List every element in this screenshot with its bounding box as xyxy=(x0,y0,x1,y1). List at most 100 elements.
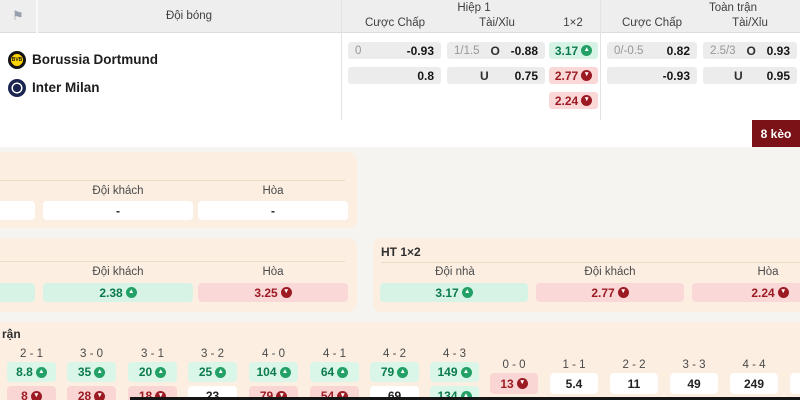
score-odds-cell[interactable]: 104 ▲ xyxy=(249,362,298,382)
up-arrow-icon: ▲ xyxy=(35,366,47,378)
odds-value: 249 xyxy=(743,376,765,391)
up-arrow-icon: ▲ xyxy=(94,366,106,378)
score-header: 0 - 0 xyxy=(502,359,526,371)
score-odds-cell[interactable]: 79 ▼ xyxy=(249,386,298,400)
h1-under-cell[interactable]: U 0.75 xyxy=(447,67,545,84)
score-odds-cell[interactable]: 25 ▲ xyxy=(188,362,237,382)
odds-value: 69 xyxy=(387,389,402,400)
away-header: Đội khách xyxy=(584,266,636,278)
odds-value: 5.4 xyxy=(565,376,583,391)
score-odds-cell[interactable]: 8 ▼ xyxy=(7,386,56,400)
score-odds-cell[interactable]: 13 ▼ xyxy=(490,373,538,394)
odds-value: 0.95 xyxy=(766,68,790,83)
fulltime-group-header: Toàn trận xyxy=(709,2,757,14)
ft-handicap-header: Cược Chấp xyxy=(622,17,682,29)
odds-value: 79 xyxy=(380,365,395,379)
h1-over-cell[interactable]: 1/1.5 O -0.88 xyxy=(447,42,545,59)
h1-1x2-draw-cell[interactable]: 2.24 ▼ xyxy=(549,92,598,109)
score-odds-cell[interactable]: 8.8 ▲ xyxy=(7,362,56,382)
score-odds-cell[interactable]: 5.4 xyxy=(550,373,598,394)
card-divider xyxy=(0,261,345,262)
home-odds-cell[interactable]: 3.17 ▲ xyxy=(380,283,528,302)
score-odds-cell[interactable]: 20 ▲ xyxy=(128,362,177,382)
odds-value: 13 xyxy=(500,376,514,391)
odds-value: 23 xyxy=(205,389,220,400)
handicap-line: 0/-0.5 xyxy=(614,44,644,57)
score-odds-cell[interactable]: 79 ▲ xyxy=(370,362,419,382)
h1-1x2-header: 1×2 xyxy=(563,17,583,29)
odds-value: 3.17 xyxy=(435,285,459,300)
score-odds-cell[interactable]: 28 ▼ xyxy=(67,386,116,400)
down-arrow-icon: ▼ xyxy=(276,390,288,400)
h1-1x2-away-cell[interactable]: 2.77 ▼ xyxy=(549,67,598,84)
score-odds-cell[interactable]: 134 ▲ xyxy=(430,386,479,400)
score-odds-cell[interactable]: 149 ▲ xyxy=(430,362,479,382)
column-divider xyxy=(341,0,342,120)
score-odds-cell[interactable]: 11 xyxy=(610,373,658,394)
over-label: O xyxy=(746,43,756,58)
h1-handicap-away-cell[interactable]: 0.8 xyxy=(348,67,441,84)
score-header: 1 - 1 xyxy=(562,359,586,371)
over-label: O xyxy=(490,43,500,58)
score-odds-cell[interactable]: 18 ▼ xyxy=(128,386,177,400)
ft-handicap-away-cell[interactable]: -0.93 xyxy=(607,67,697,84)
score-odds-cell[interactable]: 69 xyxy=(370,386,419,400)
draw-odds-cell[interactable]: 2.24 ▼ xyxy=(692,283,800,302)
down-arrow-icon: ▼ xyxy=(516,378,528,389)
corner-flag-icon[interactable]: ⚑ xyxy=(12,8,24,23)
down-arrow-icon: ▼ xyxy=(337,390,349,400)
h1-overunder-header: Tài/Xỉu xyxy=(479,17,515,29)
home-team-name: Borussia Dortmund xyxy=(32,52,159,67)
score-odds-cell[interactable]: 35 ▲ xyxy=(67,362,116,382)
away-odds-cell[interactable]: 2.38 ▲ xyxy=(43,283,193,302)
away-team-name: Inter Milan xyxy=(32,80,100,95)
odds-value: 0.93 xyxy=(766,43,790,58)
half1-group-header: Hiệp 1 xyxy=(457,2,491,14)
ft-over-cell[interactable]: 2.5/3 O 0.93 xyxy=(703,42,797,59)
bottom-edge-bar xyxy=(130,397,800,400)
column-divider xyxy=(600,0,601,120)
h1-1x2-home-cell[interactable]: 3.17 ▲ xyxy=(549,42,598,59)
ft-handicap-home-cell[interactable]: 0/-0.5 0.82 xyxy=(607,42,697,59)
score-odds-cell-partial[interactable] xyxy=(790,373,800,394)
odds-cell-partial[interactable] xyxy=(0,283,35,302)
draw-odds-cell[interactable]: 3.25 ▼ xyxy=(198,283,348,302)
h1-handicap-home-cell[interactable]: 0 -0.93 xyxy=(348,42,441,59)
ft-under-cell[interactable]: U 0.95 xyxy=(703,67,797,84)
odds-value: -0.93 xyxy=(662,68,690,83)
under-label: U xyxy=(479,68,489,83)
ft-overunder-header: Tài/Xỉu xyxy=(732,17,768,29)
score-odds-cell[interactable]: 64 ▲ xyxy=(310,362,359,382)
team-column-header: Đội bóng xyxy=(165,10,213,22)
odds-count-button[interactable]: 8 kèo xyxy=(752,120,800,147)
odds-value: 2.24 xyxy=(751,285,775,300)
score-odds-cell[interactable]: 49 xyxy=(670,373,718,394)
odds-value: 20 xyxy=(138,365,153,379)
away-odds-cell[interactable]: - xyxy=(43,201,193,220)
up-arrow-icon: ▲ xyxy=(460,366,472,378)
odds-cell-partial[interactable] xyxy=(0,201,35,220)
goal-line: 2.5/3 xyxy=(710,44,736,57)
down-arrow-icon: ▼ xyxy=(617,287,629,298)
draw-header: Hòa xyxy=(262,185,284,197)
up-arrow-icon: ▲ xyxy=(460,390,472,400)
odds-value: 2.77 xyxy=(554,68,579,83)
odds-value: - xyxy=(271,203,275,218)
odds-value: 54 xyxy=(320,389,335,400)
score-header: 4 - 4 xyxy=(742,359,766,371)
away-odds-cell[interactable]: 2.77 ▼ xyxy=(536,283,684,302)
score-odds-cell[interactable]: 249 xyxy=(730,373,778,394)
odds-value: 64 xyxy=(320,365,335,379)
h1-handicap-header: Cược Chấp xyxy=(365,17,425,29)
draw-odds-cell[interactable]: - xyxy=(198,201,348,220)
score-header: 2 - 1 xyxy=(19,348,43,360)
up-arrow-icon: ▲ xyxy=(581,45,593,56)
down-arrow-icon: ▼ xyxy=(581,95,593,106)
score-odds-cell[interactable]: 54 ▼ xyxy=(310,386,359,400)
up-arrow-icon: ▲ xyxy=(461,287,473,298)
odds-value: 49 xyxy=(687,376,701,391)
score-odds-cell[interactable]: 23 xyxy=(188,386,237,400)
down-arrow-icon: ▼ xyxy=(30,390,42,400)
odds-value: -0.88 xyxy=(510,43,538,58)
